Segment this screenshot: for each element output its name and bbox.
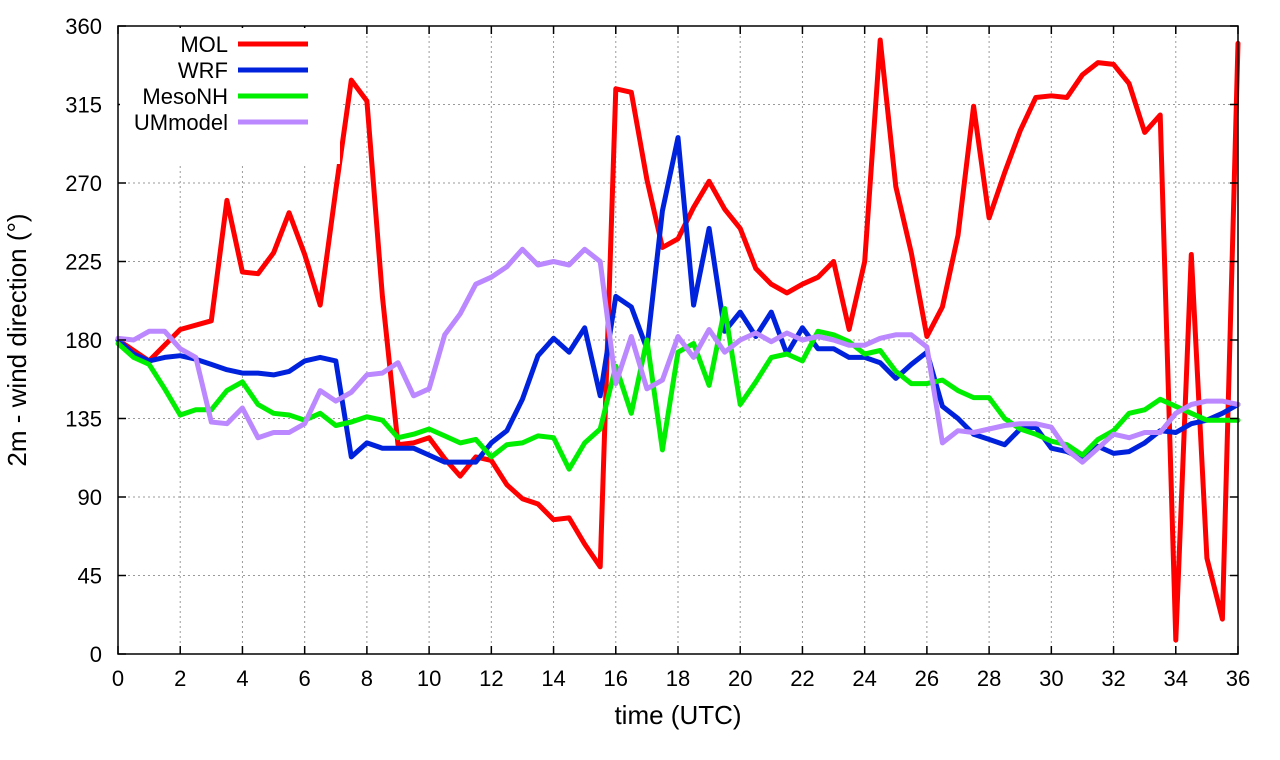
x-tick-label: 24 (852, 666, 876, 691)
series-line-wrf (115, 135, 1241, 465)
x-tick-label: 10 (417, 666, 441, 691)
x-tick-label: 22 (790, 666, 814, 691)
x-axis-title: time (UTC) (614, 700, 741, 730)
x-tick-label: 14 (541, 666, 565, 691)
x-tick-label: 34 (1164, 666, 1188, 691)
y-tick-label: 0 (90, 642, 102, 667)
axes (117, 25, 1239, 655)
y-tick-label: 180 (65, 328, 102, 353)
y-tick-label: 90 (78, 485, 102, 510)
series-line-ummodel (115, 246, 1241, 465)
x-tick-label: 8 (361, 666, 373, 691)
y-tick-label: 270 (65, 171, 102, 196)
y-axis-title: 2m - wind direction (°) (2, 213, 32, 466)
x-tick-label: 26 (915, 666, 939, 691)
y-tick-label: 315 (65, 93, 102, 118)
legend-label-wrf: WRF (178, 58, 228, 83)
legend-label-ummodel: UMmodel (134, 110, 228, 135)
y-tick-label: 360 (65, 14, 102, 39)
y-tick-label: 225 (65, 250, 102, 275)
x-tick-label: 4 (236, 666, 248, 691)
x-tick-label: 6 (299, 666, 311, 691)
x-tick-label: 0 (112, 666, 124, 691)
y-tick-label: 45 (78, 564, 102, 589)
x-tick-label: 12 (479, 666, 503, 691)
x-tick-label: 2 (174, 666, 186, 691)
legend-label-mesonh: MesoNH (142, 84, 228, 109)
x-tick-label: 18 (666, 666, 690, 691)
x-tick-label: 16 (604, 666, 628, 691)
y-tick-label: 135 (65, 407, 102, 432)
series-group (115, 37, 1241, 643)
x-tick-label: 20 (728, 666, 752, 691)
x-tick-label: 32 (1101, 666, 1125, 691)
legend-label-mol: MOL (180, 32, 228, 57)
x-tick-label: 28 (977, 666, 1001, 691)
series-line-mol (115, 37, 1241, 643)
tick-labels: 0 2 4 6 8 10 12 14 16 18 20 22 24 26 28 30 32 34 360459013… (65, 14, 1250, 691)
x-tick-label: 30 (1039, 666, 1063, 691)
x-tick-label: 36 (1226, 666, 1250, 691)
